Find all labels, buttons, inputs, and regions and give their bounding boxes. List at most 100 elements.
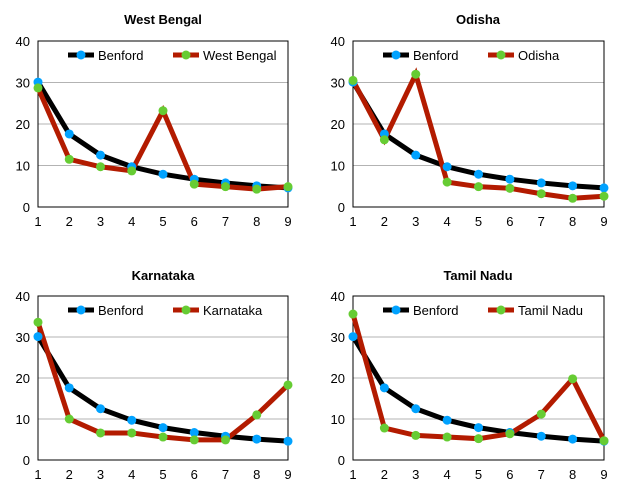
y-tick-label: 20	[331, 117, 345, 132]
data-point-benford	[599, 183, 609, 193]
data-point-state	[33, 317, 43, 327]
data-point-benford	[283, 436, 293, 446]
data-point-state	[474, 434, 483, 444]
data-point-benford	[474, 169, 483, 179]
x-tick-label: 9	[284, 467, 291, 482]
data-point-state	[379, 135, 389, 145]
data-point-state	[127, 428, 137, 438]
data-point-benford	[442, 162, 452, 172]
data-point-state	[252, 184, 262, 194]
x-tick-label: 3	[412, 467, 419, 482]
x-tick-label: 6	[191, 467, 198, 482]
data-point-state	[568, 374, 578, 384]
plot-area-border	[37, 295, 289, 461]
chart-title: West Bengal	[124, 12, 202, 27]
x-tick-label: 8	[569, 214, 576, 229]
x-tick-label: 4	[444, 214, 451, 229]
x-tick-label: 5	[475, 214, 482, 229]
data-point-state	[505, 183, 515, 193]
x-tick-label: 4	[128, 214, 135, 229]
y-tick-label: 20	[16, 117, 30, 132]
data-point-benford	[158, 423, 168, 433]
x-tick-label: 7	[222, 214, 229, 229]
x-tick-label: 6	[506, 467, 513, 482]
x-tick-label: 2	[381, 214, 388, 229]
x-tick-label: 3	[412, 214, 419, 229]
chart-title: Karnataka	[132, 268, 196, 283]
y-tick-label: 40	[331, 34, 345, 49]
data-point-state	[348, 309, 358, 319]
data-point-state	[64, 414, 74, 424]
data-point-benford	[348, 332, 358, 342]
data-point-state	[411, 69, 421, 79]
x-tick-label: 4	[128, 467, 135, 482]
y-tick-label: 20	[331, 371, 345, 386]
y-tick-label: 10	[16, 412, 30, 427]
series-line-state	[35, 321, 290, 443]
legend-marker-swatch	[181, 305, 191, 315]
y-tick-label: 30	[331, 330, 345, 345]
data-point-benford	[33, 332, 43, 342]
plot-area-border	[352, 295, 605, 461]
data-point-state	[411, 430, 421, 440]
data-point-state	[568, 193, 578, 203]
data-point-state	[64, 154, 74, 164]
data-point-state	[283, 380, 293, 390]
data-point-state	[283, 182, 293, 192]
x-tick-label: 1	[34, 467, 41, 482]
y-tick-label: 0	[338, 453, 345, 468]
x-tick-label: 6	[191, 214, 198, 229]
y-tick-label: 30	[16, 330, 30, 345]
legend-marker-swatch	[391, 305, 401, 315]
data-point-state	[96, 162, 105, 172]
x-tick-label: 4	[444, 467, 451, 482]
x-tick-label: 1	[34, 214, 41, 229]
x-tick-label: 9	[600, 214, 607, 229]
y-tick-label: 40	[16, 289, 30, 304]
data-point-state	[442, 177, 452, 187]
data-point-benford	[64, 129, 74, 139]
data-point-benford	[536, 178, 546, 188]
data-point-benford	[442, 415, 452, 425]
legend-marker-swatch	[391, 50, 401, 60]
x-tick-label: 2	[381, 467, 388, 482]
data-point-benford	[96, 150, 105, 160]
data-point-state	[536, 189, 546, 199]
y-tick-label: 0	[23, 200, 30, 215]
legend-marker-swatch	[76, 305, 86, 315]
data-point-state	[379, 423, 389, 433]
chart-panel-west-bengal: West Bengal 0 10 20 30 40 1 2 3 4 5 6 7 8 9 Benford West…	[16, 12, 293, 229]
data-point-state	[221, 435, 230, 445]
x-tick-label: 2	[66, 467, 73, 482]
x-tick-label: 5	[159, 467, 166, 482]
y-tick-label: 30	[16, 76, 30, 91]
x-tick-label: 9	[284, 214, 291, 229]
x-tick-label: 3	[97, 214, 104, 229]
legend-label: Benford	[413, 48, 459, 63]
series-line-state	[350, 313, 607, 442]
data-point-state	[599, 191, 609, 201]
data-point-state	[33, 83, 43, 93]
legend-marker-swatch	[496, 50, 506, 60]
chart-panel-karnataka: Karnataka 0 10 20 30 40 1 2 3 4 5 6 7 8 9 Benford Karnat…	[16, 268, 293, 482]
data-point-benford	[568, 181, 578, 191]
data-point-state	[348, 75, 358, 85]
legend-marker-swatch	[496, 305, 506, 315]
legend-marker-swatch	[181, 50, 191, 60]
data-point-state	[252, 410, 262, 420]
data-point-state	[221, 182, 230, 192]
data-point-benford	[379, 383, 389, 393]
data-point-benford	[64, 383, 74, 393]
y-tick-label: 0	[338, 200, 345, 215]
x-tick-label: 5	[475, 467, 482, 482]
data-point-benford	[536, 431, 546, 441]
x-tick-label: 9	[600, 467, 607, 482]
y-tick-label: 0	[23, 453, 30, 468]
data-point-state	[127, 166, 137, 176]
data-point-benford	[505, 174, 515, 184]
legend-label: West Bengal	[203, 48, 277, 63]
data-point-benford	[127, 415, 137, 425]
data-point-benford	[96, 404, 105, 414]
x-tick-label: 8	[253, 214, 260, 229]
